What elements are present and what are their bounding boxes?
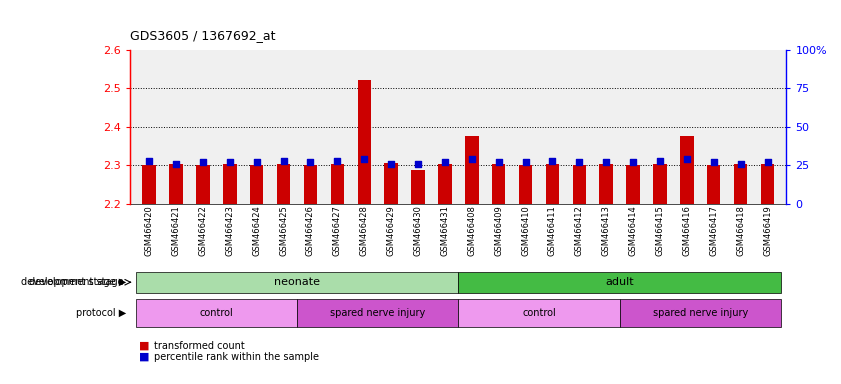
Bar — [600, 164, 613, 204]
Bar — [707, 165, 721, 204]
Bar — [627, 165, 640, 204]
Bar — [304, 165, 317, 204]
Point — [627, 159, 640, 165]
Bar — [734, 164, 748, 204]
Point — [492, 159, 505, 165]
Bar — [653, 164, 667, 204]
Text: ■: ■ — [139, 341, 149, 351]
Text: development stage ▶: development stage ▶ — [21, 277, 126, 287]
Point — [761, 159, 775, 165]
Point — [600, 159, 613, 165]
Bar — [135, 299, 297, 327]
Bar — [680, 136, 694, 204]
Bar — [357, 80, 371, 204]
Bar — [458, 299, 620, 327]
Text: spared nerve injury: spared nerve injury — [330, 308, 426, 318]
Point — [707, 159, 721, 165]
Text: spared nerve injury: spared nerve injury — [653, 308, 748, 318]
Bar — [438, 164, 452, 204]
Text: percentile rank within the sample: percentile rank within the sample — [154, 352, 319, 362]
Point — [653, 157, 667, 164]
Text: control: control — [199, 308, 233, 318]
Text: development stage: development stage — [29, 277, 124, 287]
Point — [223, 159, 236, 165]
Point — [734, 161, 748, 167]
Text: control: control — [522, 308, 556, 318]
Bar — [223, 164, 236, 204]
Point — [142, 157, 156, 164]
Bar — [465, 136, 479, 204]
Point — [546, 157, 559, 164]
Bar — [411, 170, 425, 204]
Bar — [546, 164, 559, 204]
Point — [169, 161, 182, 167]
Text: protocol ▶: protocol ▶ — [76, 308, 126, 318]
Point — [331, 157, 344, 164]
Bar — [573, 165, 586, 204]
Bar — [250, 165, 263, 204]
Bar — [169, 164, 182, 204]
Bar — [620, 299, 781, 327]
Bar — [135, 272, 458, 293]
Text: adult: adult — [606, 277, 634, 287]
Point — [196, 159, 209, 165]
Point — [384, 161, 398, 167]
Bar — [142, 165, 156, 204]
Bar — [331, 164, 344, 204]
Bar — [384, 163, 398, 204]
Bar — [297, 299, 458, 327]
Point — [250, 159, 263, 165]
Bar — [761, 164, 775, 204]
Text: transformed count: transformed count — [154, 341, 245, 351]
Text: GDS3605 / 1367692_at: GDS3605 / 1367692_at — [130, 29, 276, 42]
Bar — [492, 164, 505, 204]
Text: neonate: neonate — [274, 277, 320, 287]
Bar — [196, 165, 209, 204]
Point — [357, 156, 371, 162]
Bar — [277, 164, 290, 204]
Point — [277, 157, 290, 164]
Point — [465, 156, 479, 162]
Point — [438, 159, 452, 165]
Point — [304, 159, 317, 165]
Bar — [519, 165, 532, 204]
Text: ■: ■ — [139, 352, 149, 362]
Point — [680, 156, 694, 162]
Point — [411, 161, 425, 167]
Point — [573, 159, 586, 165]
Point — [519, 159, 532, 165]
Bar — [458, 272, 781, 293]
